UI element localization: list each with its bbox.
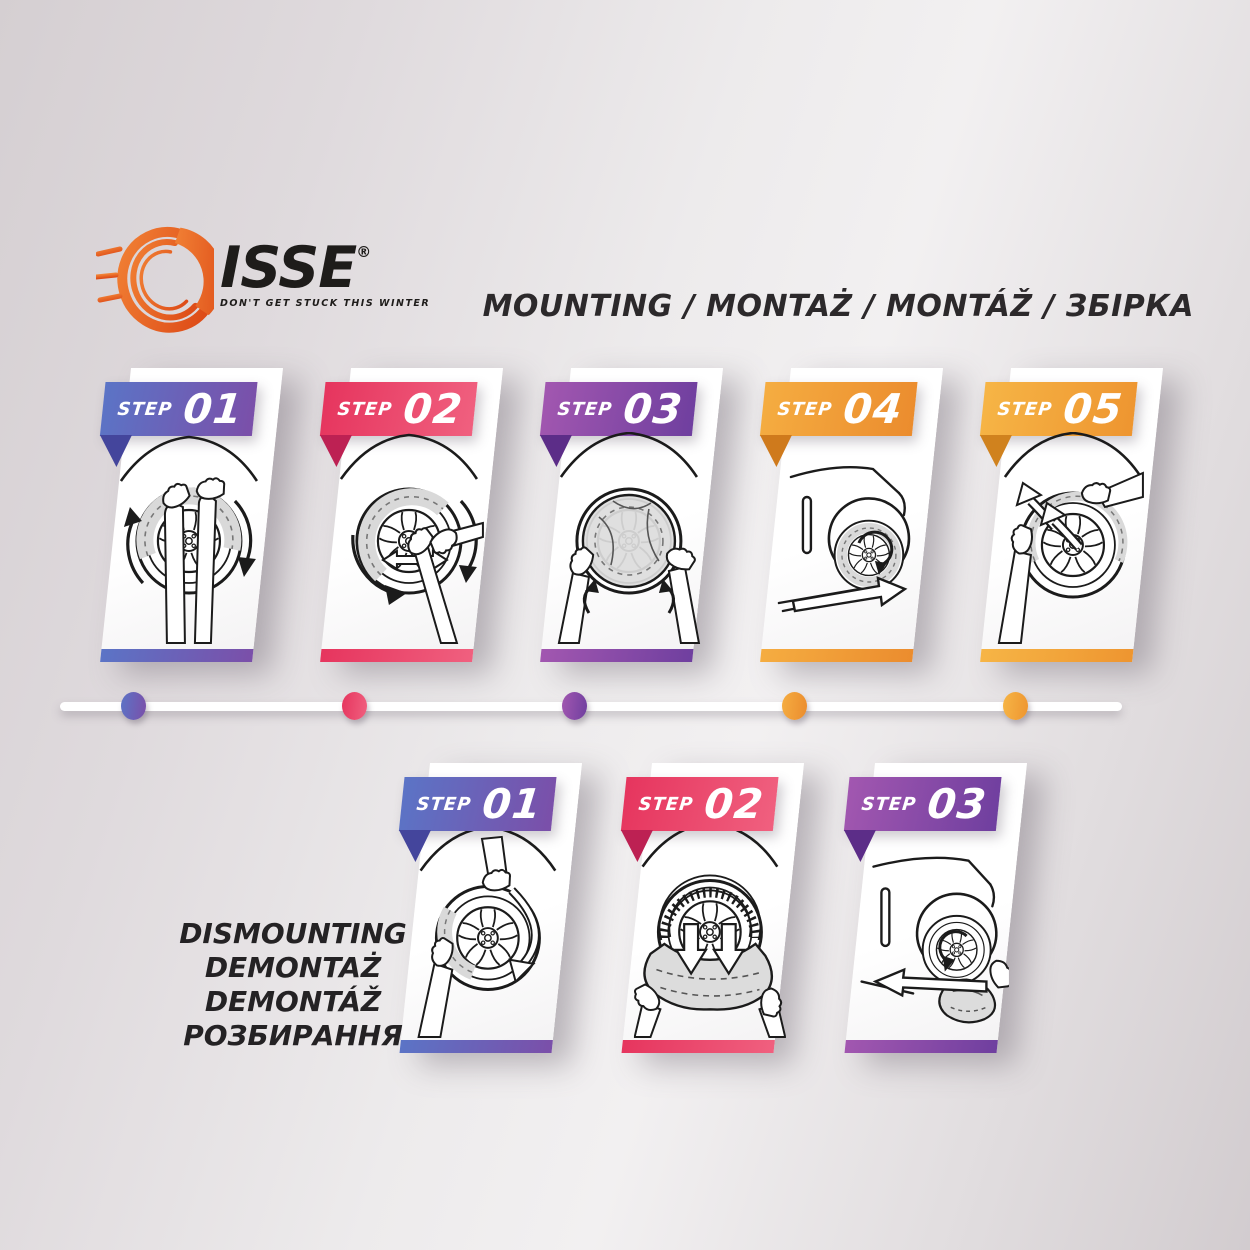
timeline-line bbox=[60, 702, 1122, 711]
dismounting-title-line: DISMOUNTING bbox=[179, 917, 407, 950]
brand-text: ISSE® bbox=[220, 235, 372, 301]
step-banner: STEP 04 bbox=[759, 382, 918, 436]
dismounting-step-card-1: STEP 01 bbox=[400, 763, 582, 1053]
card-bottom-bar bbox=[100, 649, 254, 662]
step-label: STEP bbox=[637, 793, 695, 815]
timeline-dot-1 bbox=[121, 692, 146, 720]
step-number: 03 bbox=[621, 385, 686, 433]
step-banner: STEP 02 bbox=[620, 777, 779, 831]
mounting-step-card-2: STEP 02 bbox=[320, 368, 503, 662]
step-banner: STEP 01 bbox=[398, 777, 557, 831]
mounting-step-card-5: STEP 05 bbox=[980, 368, 1163, 662]
step-number: 02 bbox=[702, 780, 767, 828]
step-number: 03 bbox=[925, 780, 990, 828]
dismounting-step-2-illustration bbox=[633, 831, 786, 1039]
mounting-step-1-illustration bbox=[119, 435, 259, 644]
step-banner: STEP 01 bbox=[99, 382, 258, 436]
step-label: STEP bbox=[996, 398, 1054, 420]
timeline-dot-4 bbox=[782, 692, 807, 720]
card-bottom-bar bbox=[399, 1040, 553, 1053]
step-number: 04 bbox=[841, 385, 906, 433]
timeline-dot-3 bbox=[562, 692, 587, 720]
mounting-step-5-illustration bbox=[997, 432, 1144, 644]
step-banner: STEP 05 bbox=[979, 382, 1138, 436]
dismounting-step-card-2: STEP 02 bbox=[622, 763, 804, 1053]
card-bottom-bar bbox=[844, 1040, 998, 1053]
step-number: 05 bbox=[1061, 385, 1126, 433]
dismounting-title-line: DEMONTÁŽ bbox=[204, 985, 382, 1018]
mounting-title: MOUNTING / MONTAŻ / MONTÁŽ / ЗБІРКА bbox=[482, 289, 1194, 324]
step-label: STEP bbox=[116, 398, 174, 420]
dismounting-title: DISMOUNTING DEMONTAŻ DEMONTÁŽ РОЗБИРАННЯ bbox=[128, 917, 458, 1053]
mounting-step-card-3: STEP 03 bbox=[540, 368, 723, 662]
step-banner: STEP 03 bbox=[539, 382, 698, 436]
isse-logo: ISSE® DON'T GET STUCK THIS WINTER bbox=[96, 224, 430, 336]
step-number: 01 bbox=[480, 780, 545, 828]
dismounting-step-card-3: STEP 03 bbox=[845, 763, 1027, 1053]
dismounting-title-line: РОЗБИРАННЯ bbox=[183, 1019, 403, 1052]
dismounting-step-1-illustration bbox=[417, 831, 557, 1039]
dismounting-title-line: DEMONTAŻ bbox=[204, 951, 382, 984]
step-banner: STEP 03 bbox=[843, 777, 1002, 831]
mounting-step-2-illustration bbox=[339, 433, 484, 644]
brand-tagline: DON'T GET STUCK THIS WINTER bbox=[220, 298, 431, 309]
mounting-step-card-4: STEP 04 bbox=[760, 368, 943, 662]
card-bottom-bar bbox=[760, 649, 914, 662]
mounting-step-card-1: STEP 01 bbox=[100, 368, 283, 662]
registered-mark: ® bbox=[356, 243, 372, 261]
card-bottom-bar bbox=[621, 1040, 775, 1053]
step-label: STEP bbox=[336, 398, 394, 420]
step-label: STEP bbox=[415, 793, 473, 815]
timeline-dot-5 bbox=[1003, 692, 1028, 720]
step-number: 01 bbox=[181, 385, 246, 433]
step-banner: STEP 02 bbox=[319, 382, 478, 436]
tire-swoosh-icon bbox=[96, 227, 214, 333]
mounting-step-4-illustration bbox=[777, 466, 911, 613]
logo-text-block: ISSE® DON'T GET STUCK THIS WINTER bbox=[220, 224, 431, 310]
mounting-step-3-illustration bbox=[557, 432, 701, 644]
dismounting-step-3-illustration bbox=[860, 856, 1009, 1024]
card-bottom-bar bbox=[980, 649, 1134, 662]
step-number: 02 bbox=[401, 385, 466, 433]
card-bottom-bar bbox=[320, 649, 474, 662]
step-label: STEP bbox=[776, 398, 834, 420]
timeline-dot-2 bbox=[342, 692, 367, 720]
step-label: STEP bbox=[556, 398, 614, 420]
step-label: STEP bbox=[860, 793, 918, 815]
card-bottom-bar bbox=[540, 649, 694, 662]
